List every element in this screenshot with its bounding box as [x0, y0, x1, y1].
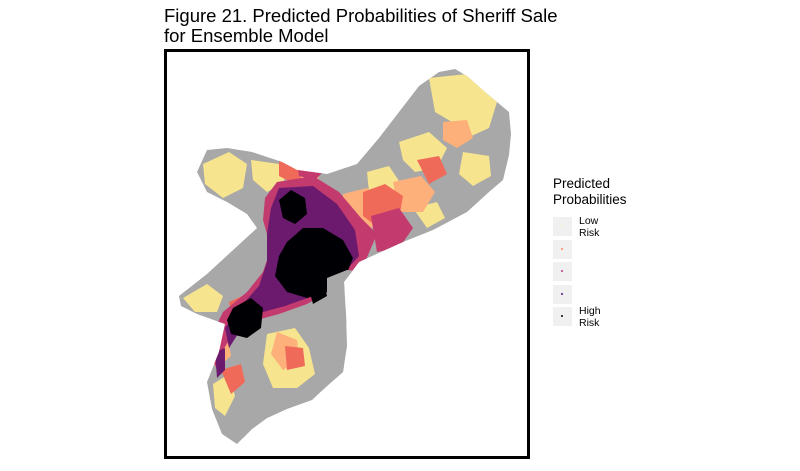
philadelphia-risk-map — [179, 69, 511, 444]
legend-keys: Low Risk High Risk — [553, 215, 601, 330]
legend-title-line-2: Probabilities — [553, 192, 627, 207]
legend-swatch — [561, 270, 563, 272]
legend-title: Predicted Probabilities — [553, 176, 673, 208]
legend-swatch — [561, 292, 563, 295]
legend-label-low-risk: Low Risk — [579, 215, 599, 239]
legend-key-low-risk: Low Risk — [553, 215, 599, 239]
figure-title-line-1: Figure 21. Predicted Probabilities of Sh… — [164, 5, 558, 26]
legend-label-low: Low — [579, 215, 599, 227]
legend-title-line-1: Predicted — [553, 176, 611, 191]
legend-label-risk: Risk — [579, 227, 600, 239]
legend-label-high: High — [579, 305, 601, 317]
legend-key-3 — [553, 262, 572, 281]
figure-title-line-2: for Ensemble Model — [164, 25, 329, 46]
legend-swatch — [561, 247, 563, 250]
figure-title: Figure 21. Predicted Probabilities of Sh… — [164, 6, 564, 46]
legend-key-high-risk: High Risk — [553, 305, 601, 329]
legend-key-4 — [553, 284, 572, 304]
legend-label-high-risk: High Risk — [579, 305, 601, 329]
legend-swatch — [561, 315, 563, 317]
legend-key-2 — [553, 239, 572, 259]
legend-label-risk: Risk — [579, 317, 600, 329]
map-panel — [164, 49, 530, 459]
legend: Predicted Probabilities Low Risk High Ri… — [553, 176, 673, 329]
legend-swatch — [561, 225, 563, 227]
